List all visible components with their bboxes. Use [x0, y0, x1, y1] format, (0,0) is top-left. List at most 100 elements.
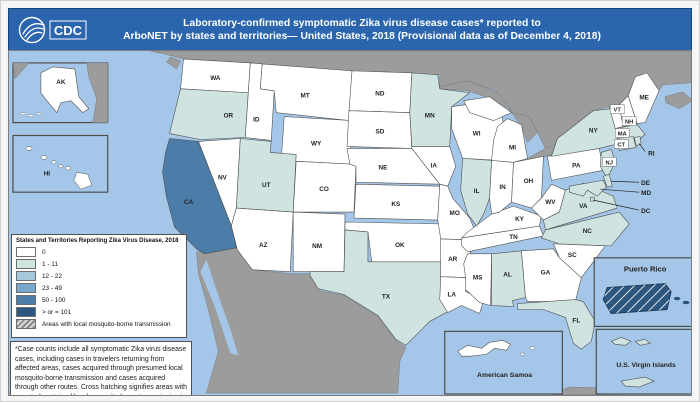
- hawaii-inset: HI: [12, 134, 109, 193]
- map-title: Laboratory-confirmed symptomatic Zika vi…: [9, 17, 691, 43]
- state-label: MI: [509, 144, 516, 151]
- state-label: WA: [210, 75, 221, 82]
- map-title-line1: Laboratory-confirmed symptomatic Zika vi…: [183, 18, 541, 29]
- legend-item: 12 - 22: [16, 270, 182, 282]
- state-label: MT: [301, 93, 310, 100]
- de-leader-line: [611, 180, 640, 183]
- vancouver-island: [166, 56, 181, 70]
- state-label: WY: [311, 140, 322, 147]
- usvi-title: U.S. Virgin Islands: [616, 362, 676, 369]
- state-label: AL: [503, 272, 512, 279]
- legend-item: 23 - 49: [16, 282, 182, 294]
- legend-swatch-5: [16, 307, 36, 317]
- state-label: PA: [572, 162, 581, 169]
- state-label: ND: [375, 91, 385, 98]
- state-label: ID: [253, 117, 260, 124]
- gulf-of-california: [200, 259, 239, 356]
- legend-item: 1 - 11: [16, 258, 182, 270]
- leader-labels: [593, 143, 646, 211]
- map-shape: [12, 134, 109, 193]
- dc-leader-line: [593, 199, 640, 211]
- state-label: AR: [448, 256, 458, 263]
- state-label: NV: [218, 174, 228, 181]
- state-label: NC: [583, 228, 593, 235]
- state-label: MN: [425, 113, 435, 120]
- region-hi: [40, 155, 48, 160]
- state-label: HI: [44, 170, 51, 177]
- puerto-rico-hatch-overlay: [603, 283, 672, 314]
- map-shape: [613, 139, 629, 149]
- region-ri: [633, 136, 642, 146]
- state-label: SC: [568, 252, 577, 259]
- legend-swatch-4: [16, 295, 36, 305]
- state-label: NM: [312, 243, 322, 250]
- region-hi: [58, 164, 64, 169]
- header-banner: CDC Laboratory-confirmed symptomatic Zik…: [8, 8, 692, 52]
- region-hi: [64, 166, 71, 171]
- state-label: NJ: [606, 160, 613, 166]
- region-or: [169, 88, 249, 140]
- state-labels: WA OR CA NV ID MT WY UT CO AZ NM ND SD N…: [184, 75, 649, 325]
- state-label: MA: [618, 132, 628, 138]
- state-label: NY: [589, 128, 599, 135]
- ri-leader-line: [638, 143, 646, 152]
- state-label: OK: [395, 242, 405, 249]
- region-as: [520, 352, 525, 356]
- state-label: WI: [473, 131, 481, 138]
- legend-item: 0: [16, 246, 182, 258]
- state-label: IA: [431, 162, 438, 169]
- us-map: RI DE MD DC VT NH MA CT NJ WA OR CA: [12, 51, 691, 395]
- hhs-eagle-icon: [22, 23, 45, 41]
- alaska-inset: AK: [12, 62, 109, 124]
- map-shape: [602, 157, 617, 167]
- boxed-labels: VT NH MA CT NJ: [602, 104, 637, 167]
- legend-swatch-hatch: [16, 319, 36, 329]
- russia: [12, 62, 30, 80]
- region-ga: [521, 248, 582, 302]
- legend-item-hatch: Areas with local mosquito-borne transmis…: [16, 318, 182, 330]
- state-label: NH: [625, 120, 633, 126]
- region-mi: [491, 118, 528, 163]
- state-label-dc: DC: [641, 208, 651, 215]
- region-mi: [463, 96, 512, 121]
- state-label: MO: [450, 210, 460, 217]
- state-label: FL: [572, 317, 580, 324]
- map-area: RI DE MD DC VT NH MA CT NJ WA OR CA: [8, 50, 692, 396]
- region-tx: [309, 229, 453, 346]
- usvi-inset: U.S. Virgin Islands: [595, 328, 691, 395]
- aleutian-island: [20, 112, 26, 116]
- state-label: GA: [541, 270, 551, 277]
- legend-title: States and Territories Reporting Zika Vi…: [16, 238, 179, 244]
- aleutian-island: [36, 112, 42, 116]
- legend-swatch-3: [16, 283, 36, 293]
- cdc-logo-box: [49, 20, 87, 40]
- region-ak: [40, 66, 90, 114]
- cdc-logo-text: CDC: [54, 23, 83, 38]
- md-leader-line: [600, 188, 640, 193]
- legend-item: 50 - 100: [16, 294, 182, 306]
- legend-swatch-0: [16, 247, 36, 257]
- culebra-island: [673, 296, 681, 301]
- state-label: AK: [56, 79, 66, 86]
- region-nc: [541, 211, 630, 247]
- state-label: VA: [579, 203, 588, 210]
- state-label: IN: [499, 184, 506, 191]
- state-label: AZ: [259, 242, 268, 249]
- state-label: MS: [473, 275, 483, 282]
- state-label: IL: [474, 188, 480, 195]
- state-label: WV: [545, 199, 556, 206]
- state-label-de: DE: [641, 180, 650, 187]
- state-label: KY: [515, 216, 525, 223]
- legend: States and Territories Reporting Zika Vi…: [11, 234, 187, 338]
- legend-swatch-2: [16, 271, 36, 281]
- puerto-rico-title: Puerto Rico: [624, 265, 667, 274]
- american-samoa-inset: American Samoa: [444, 330, 563, 395]
- legend-swatch-1: [16, 259, 36, 269]
- region-hi: [73, 172, 93, 190]
- region-me: [627, 72, 660, 124]
- state-label: VT: [614, 108, 622, 114]
- puerto-rico-inset: Puerto Rico: [593, 257, 691, 327]
- state-label: TN: [509, 234, 518, 241]
- state-label: SD: [375, 129, 384, 136]
- nova-scotia: [664, 91, 691, 109]
